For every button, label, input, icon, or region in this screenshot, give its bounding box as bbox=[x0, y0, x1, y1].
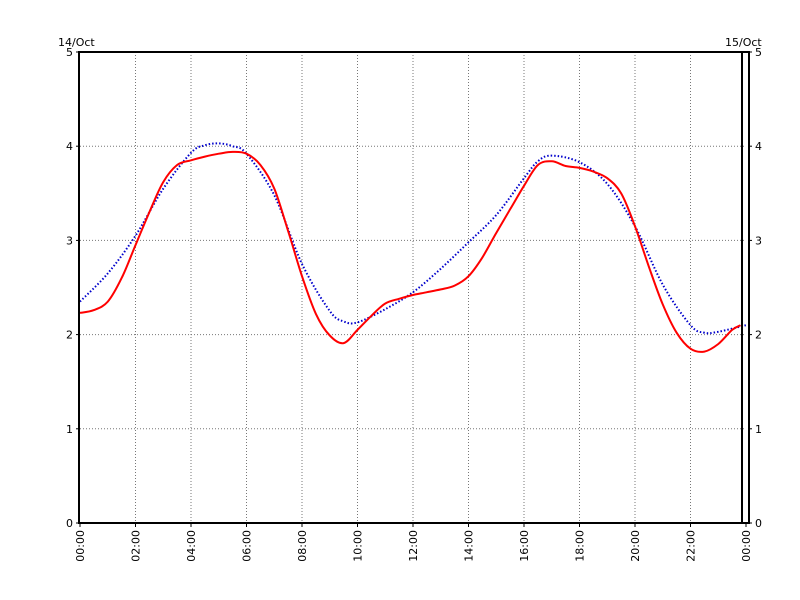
x-tick-label: 10:00 bbox=[352, 530, 365, 562]
x-tick-label: 00:00 bbox=[74, 530, 87, 562]
x-tick-label: 14:00 bbox=[463, 530, 476, 562]
y-tick-label-right: 1 bbox=[755, 423, 762, 436]
y-tick-label-left: 1 bbox=[66, 423, 73, 436]
x-tick-label: 12:00 bbox=[407, 530, 420, 562]
x-tick-label: 04:00 bbox=[185, 530, 198, 562]
y-tick-label-left: 2 bbox=[66, 329, 73, 342]
y-tick-label-left: 0 bbox=[66, 517, 73, 530]
axis-ticks: 0 0 1 1 2 2 3 3 4 4 5 5 00:00 02:00 04:00 06:00 08:00 10:… bbox=[66, 46, 762, 562]
x-tick-label: 06:00 bbox=[241, 530, 254, 562]
grid-lines bbox=[80, 52, 746, 523]
date-label-left: 14/Oct bbox=[58, 36, 95, 49]
predicted-series-line bbox=[79, 142, 747, 335]
y-tick-label-right: 3 bbox=[755, 234, 762, 247]
plot-frame bbox=[78, 51, 750, 524]
y-tick-label-right: 5 bbox=[755, 46, 762, 59]
y-tick-label-left: 3 bbox=[66, 234, 73, 247]
y-tick-label-right: 0 bbox=[755, 517, 762, 530]
x-tick-label: 20:00 bbox=[629, 530, 642, 562]
y-tick-label-left: 4 bbox=[66, 140, 73, 153]
series-layer bbox=[79, 142, 747, 353]
x-tick-label: 00:00 bbox=[740, 530, 753, 562]
x-tick-label: 16:00 bbox=[518, 530, 531, 562]
x-tick-label: 02:00 bbox=[130, 530, 143, 562]
x-tick-label: 18:00 bbox=[574, 530, 587, 562]
y-tick-label-right: 2 bbox=[755, 329, 762, 342]
y-tick-label-left: 5 bbox=[66, 46, 73, 59]
observed-series-line bbox=[79, 150, 741, 353]
date-label-right: 15/Oct bbox=[725, 36, 762, 49]
y-tick-label-right: 4 bbox=[755, 140, 762, 153]
x-tick-label: 22:00 bbox=[685, 530, 698, 562]
x-tick-label: 08:00 bbox=[296, 530, 309, 562]
